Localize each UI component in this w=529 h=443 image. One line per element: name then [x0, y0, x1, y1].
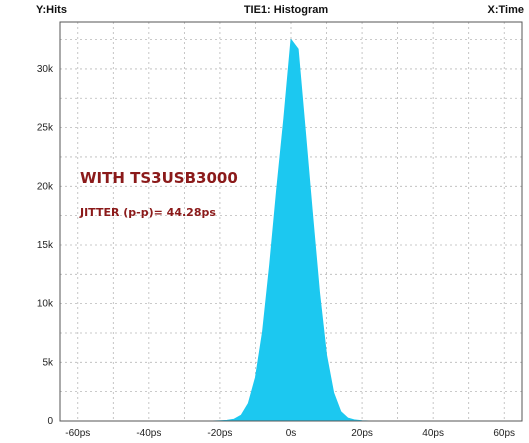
annotation-device: WITH TS3USB3000: [80, 169, 238, 187]
histogram-area: [212, 39, 370, 422]
x-tick-label: 60ps: [493, 428, 515, 439]
chart-title: TIE1: Histogram: [244, 4, 329, 16]
annotation-jitter: JITTER (p-p)= 44.28ps: [79, 206, 216, 219]
x-tick-label: -20ps: [207, 428, 232, 439]
x-tick-label: -40ps: [136, 428, 161, 439]
x-tick-label: -60ps: [65, 428, 90, 439]
y-tick-label: 10k: [37, 299, 54, 310]
y-axis-ticks: 0 5k 10k 15k 20k 25k 30k: [37, 64, 54, 427]
x-axis-header: X:Time: [488, 4, 524, 16]
y-axis-header: Y:Hits: [36, 4, 67, 16]
x-tick-label: 20ps: [351, 428, 373, 439]
y-tick-label: 15k: [37, 240, 54, 251]
x-tick-label: 0s: [286, 428, 297, 439]
plot-frame: [59, 21, 523, 422]
x-axis-ticks: -60ps -40ps -20ps 0s 20ps 40ps 60ps: [65, 428, 515, 439]
y-tick-label: 5k: [42, 357, 54, 368]
x-tick-label: 40ps: [422, 428, 444, 439]
y-tick-label: 0: [47, 416, 53, 427]
y-tick-label: 20k: [37, 181, 54, 192]
y-tick-label: 25k: [37, 123, 54, 134]
y-tick-label: 30k: [37, 64, 54, 75]
